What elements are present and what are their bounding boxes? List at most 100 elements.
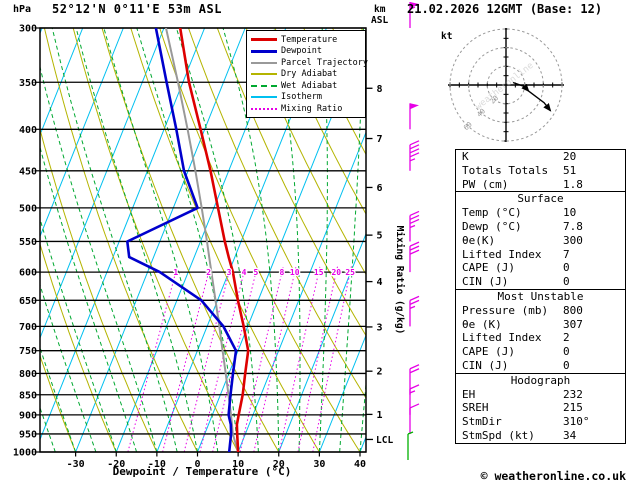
isotherm-line [40,28,165,340]
legend-item-label: Mixing Ratio [281,103,343,114]
mixing-ratio-axis-label: Mixing Ratio (g/kg) [394,226,405,335]
isotherm-line [40,28,84,137]
pressure-tick-label: 900 [19,410,37,421]
barb-full [409,368,420,374]
hodograph-ring [449,28,563,142]
barb-half [409,224,416,229]
stat-label: Dewp (°C) [462,219,522,233]
stat-row: Dewp (°C) 7.8 [456,220,625,234]
hodograph-unit-label: kt [441,31,452,42]
stat-row: CAPE (J) 0 [456,261,625,275]
barb-full [409,148,420,154]
barb-full [409,140,420,146]
isotherm-line [75,28,246,452]
temperature-tick-label: 10 [232,459,244,470]
legend-item: Dry Adiabat [251,69,365,81]
km-axis-unit-km: km [374,4,386,15]
barb-full [409,144,420,150]
stat-row: CAPE (J) 0 [456,345,625,359]
wind-barb [409,403,420,434]
pressure-tick-label: 1000 [13,448,37,459]
stat-row: StmSpd (kt) 34 [456,429,625,443]
wet-adiabat-line [0,28,15,452]
stat-value: 7 [563,247,570,261]
lcl-label: LCL [376,435,393,446]
legend-line-sample [251,49,277,53]
stat-value: 7.8 [563,219,583,233]
stat-value: 20 [563,150,577,163]
legend: Temperature Dewpoint Parcel Trajectory Dry … [246,30,368,118]
wet-adiabat-line [136,28,239,452]
altitude-tick-label: 2 [377,367,383,378]
legend-item: Isotherm [251,92,365,104]
barb-full [409,295,420,301]
stat-label: Totals Totals [462,163,549,177]
stat-value: 0 [563,261,570,275]
temperature-tick-label: 40 [354,459,366,470]
mixing-ratio-value-label: 8 [280,268,285,277]
stat-value: 34 [563,428,577,442]
wet-adiabat-line [339,28,364,452]
stat-row: EH 232 [456,388,625,402]
legend-item: Dewpoint [251,46,365,58]
stats-section-header: Surface [517,192,564,206]
pressure-tick-label: 950 [19,429,37,440]
stat-label: Temp (°C) [462,206,522,220]
mixing-ratio-line [312,266,352,452]
barb-full [409,384,420,390]
legend-line-sample [251,61,277,64]
stats-section-header: Most Unstable [497,289,584,303]
wind-barb [409,295,420,327]
hodograph-trace [512,81,530,93]
isotherm-line [318,334,366,452]
barb-half [409,158,416,162]
stat-row: θe (K) 307 [456,318,625,332]
datetime-title: 21.02.2026 12GMT (Base: 12) [407,2,603,16]
wind-barb [409,2,419,28]
dry-adiabat-line [40,242,117,452]
mixing-ratio-value-label: 3 [227,268,232,277]
hodograph-ring-label: 60 [462,120,474,132]
wet-adiabat-line [40,145,138,452]
stat-label: CAPE (J) [462,261,515,275]
stats-section: Surface Temp (°C) 10 Dewp (°C) 7.8 θe(K) 300 Li… [456,191,625,289]
wet-adiabat-line [40,345,77,452]
stat-label: K [462,150,469,163]
stat-value: 800 [563,303,583,317]
wet-adiabat-line [273,28,301,452]
mixing-ratio-value-label: 20 [331,268,341,277]
mixing-ratio-value-label: 25 [345,268,355,277]
x-axis-label: Dewpoint / Temperature (°C) [113,465,292,478]
barb-full [409,364,420,370]
stat-label: StmDir [462,415,502,429]
temperature-tick-label: 20 [273,459,285,470]
temperature-tick-label: -20 [107,459,125,470]
stat-label: PW (cm) [462,177,509,191]
legend-item-label: Dry Adiabat [281,69,338,80]
legend-item-label: Temperature [281,34,338,45]
pressure-tick-label: 300 [19,24,37,35]
stat-label: CIN (J) [462,275,509,289]
stat-label: Lifted Index [462,331,542,345]
pressure-axis-unit: hPa [13,4,32,15]
wet-adiabat-line [359,378,366,452]
altitude-tick-label: 5 [377,231,383,242]
dry-adiabat-line [40,354,77,452]
mixing-ratio-line [297,266,339,452]
wind-barb-column [407,2,420,460]
barb-full [409,152,420,158]
wet-adiabat-line [40,64,158,452]
temperature-tick-label: 0 [194,459,200,470]
dewpoint-curve [126,28,238,452]
stats-section: Most Unstable Pressure (mb) 800 θe (K) 307 Li… [456,288,625,373]
mixing-ratio-labels: 1 2 3 4 5 8 10 15 20 25 [172,267,356,279]
temperature-tick-label: 30 [313,459,325,470]
barb-full [409,299,420,305]
mixing-ratio-value-label: 1 [173,268,178,277]
stat-label: CIN (J) [462,358,509,372]
stats-section: Hodograph EH 232 SREH 215 StmDir 310° StmSpd (k… [456,372,625,443]
pressure-tick-label: 800 [19,369,37,380]
barb-full [409,210,420,217]
watermark-text: weatheronline [474,61,536,112]
